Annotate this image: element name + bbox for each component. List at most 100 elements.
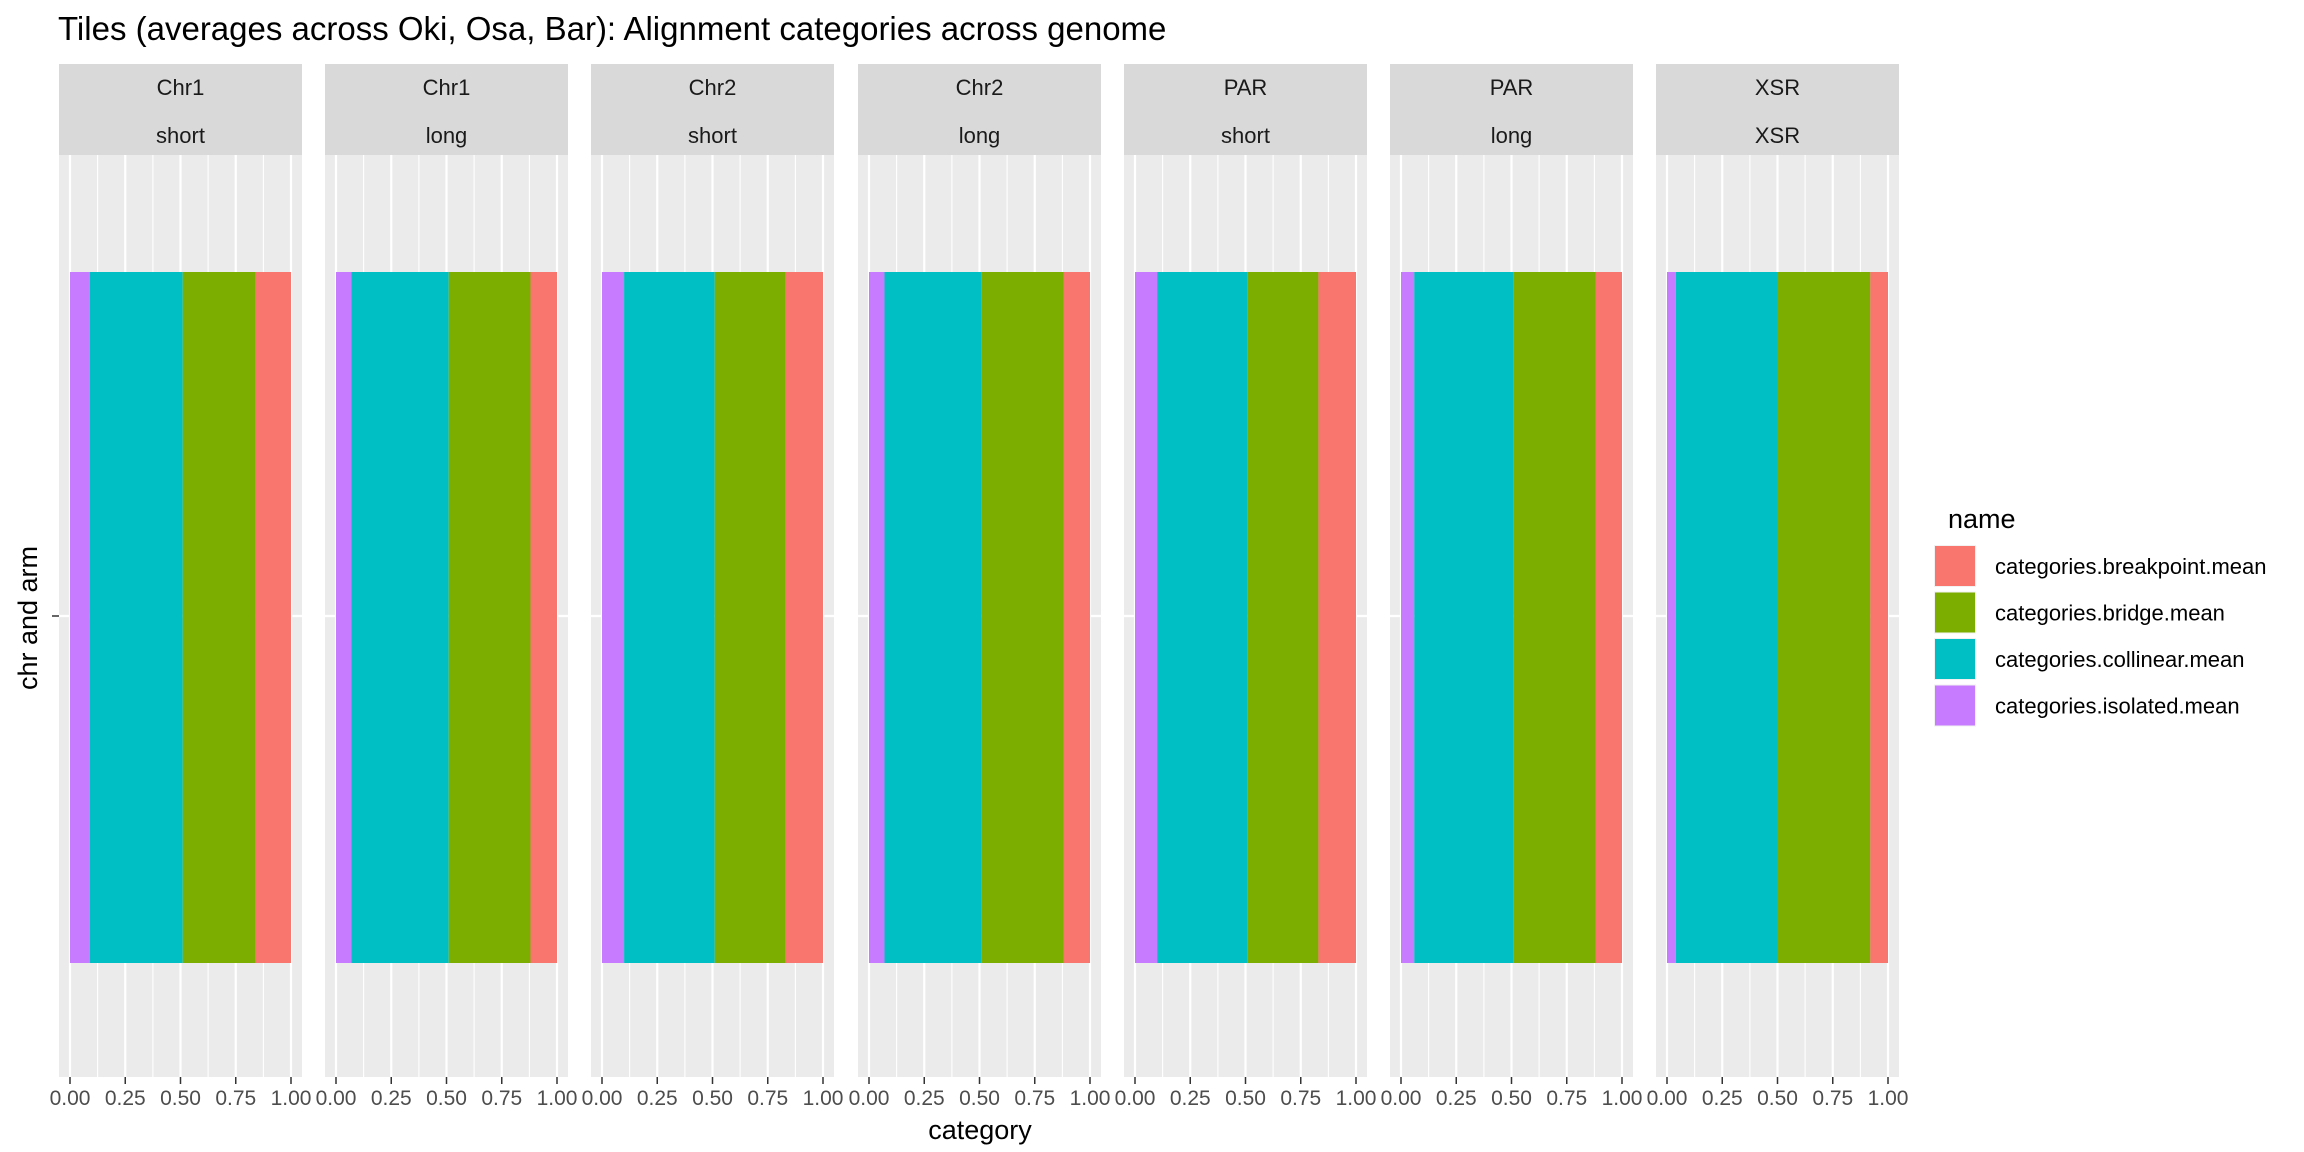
- facet-strip: [325, 64, 568, 155]
- bar-segment: [1675, 272, 1778, 963]
- x-tick-label: 0.25: [371, 1087, 412, 1110]
- x-tick-label: 0.50: [426, 1087, 467, 1110]
- bar-segment: [981, 272, 1064, 963]
- legend-label: categories.bridge.mean: [1995, 601, 2225, 626]
- x-tick-label: 0.75: [1812, 1087, 1853, 1110]
- chart-title: Tiles (averages across Oki, Osa, Bar): A…: [58, 10, 1166, 47]
- x-tick-label: 1.00: [537, 1087, 578, 1110]
- x-tick-label: 0.75: [1280, 1087, 1321, 1110]
- x-tick-label: 1.00: [1070, 1087, 1111, 1110]
- bar-segment: [89, 272, 183, 963]
- facet-strip-chr: Chr1: [157, 75, 205, 100]
- facet-strip: [591, 64, 834, 155]
- facet-strip-arm: long: [426, 123, 468, 148]
- legend-entry: categories.breakpoint.mean: [1934, 545, 2267, 587]
- bar-segment: [1513, 272, 1596, 963]
- facet-panel: PAR short 0.00 0.25 0.50 0.75 1.00: [1115, 64, 1377, 1110]
- bar-segment: [714, 272, 786, 963]
- x-tick-label: 0.00: [1381, 1087, 1422, 1110]
- facet-strip: [59, 64, 302, 155]
- x-axis-title: category: [928, 1115, 1032, 1145]
- bar-segment: [1401, 272, 1415, 963]
- x-tick-label: 1.00: [1868, 1087, 1909, 1110]
- facet-panel: PAR long 0.00 0.25 0.50 0.75 1.00: [1381, 64, 1643, 1110]
- x-tick-label: 0.25: [105, 1087, 146, 1110]
- bar-segment: [1318, 272, 1356, 963]
- bar-segment: [624, 272, 715, 963]
- x-tick-label: 1.00: [1602, 1087, 1643, 1110]
- facet-panel: Chr1 short 0.00 0.25 0.50 0.75 1.00: [50, 64, 311, 1110]
- facet-panel: XSR XSR 0.00 0.25 0.50 0.75 1.00: [1647, 64, 1909, 1110]
- legend-label: categories.isolated.mean: [1995, 694, 2240, 719]
- x-tick-label: 1.00: [803, 1087, 844, 1110]
- facet-panel: Chr2 long 0.00 0.25 0.50 0.75 1.00: [849, 64, 1111, 1110]
- x-tick-label: 0.50: [1757, 1087, 1798, 1110]
- x-tick-label: 0.75: [1546, 1087, 1587, 1110]
- legend-entry: categories.isolated.mean: [1934, 684, 2240, 727]
- x-tick-label: 0.75: [481, 1087, 522, 1110]
- facet-strip: [1124, 64, 1367, 155]
- x-tick-label: 0.25: [1436, 1087, 1477, 1110]
- x-tick-label: 0.00: [582, 1087, 623, 1110]
- legend-swatch: [1935, 592, 1975, 633]
- x-tick-label: 0.00: [1647, 1087, 1688, 1110]
- x-tick-label: 0.25: [904, 1087, 945, 1110]
- x-tick-label: 0.50: [692, 1087, 733, 1110]
- x-tick-label: 0.75: [1014, 1087, 1055, 1110]
- bar-segment: [1777, 272, 1871, 963]
- x-tick-label: 0.00: [1115, 1087, 1156, 1110]
- bar-segment: [1247, 272, 1319, 963]
- x-tick-label: 0.00: [316, 1087, 357, 1110]
- x-tick-label: 0.00: [849, 1087, 890, 1110]
- bar-segment: [1135, 272, 1158, 963]
- bar-segment: [255, 272, 291, 963]
- legend-swatch: [1935, 639, 1975, 679]
- bar-segment: [785, 272, 823, 963]
- facet-strip-arm: long: [959, 123, 1001, 148]
- facet-strip: [1656, 64, 1899, 155]
- legend-entry: categories.collinear.mean: [1934, 638, 2244, 680]
- facet-panels: Chr1 short 0.00 0.25 0.50 0.75 1.00 Chr1 long 0.0…: [50, 64, 1909, 1110]
- facet-strip-arm: short: [1221, 123, 1270, 148]
- legend-swatch: [1935, 546, 1975, 586]
- facet-strip-arm: short: [156, 123, 205, 148]
- x-tick-label: 0.50: [160, 1087, 201, 1110]
- x-tick-label: 0.50: [1225, 1087, 1266, 1110]
- legend-label: categories.collinear.mean: [1995, 647, 2244, 672]
- x-tick-label: 1.00: [1336, 1087, 1377, 1110]
- bar-segment: [351, 272, 449, 963]
- facet-strip: [1390, 64, 1633, 155]
- facet-strip-chr: Chr2: [689, 75, 737, 100]
- bar-segment: [602, 272, 625, 963]
- facet-strip-arm: long: [1491, 123, 1533, 148]
- legend-title: name: [1948, 504, 2016, 534]
- legend: name categories.breakpoint.mean categorie…: [1934, 504, 2267, 727]
- x-tick-label: 0.25: [637, 1087, 678, 1110]
- legend-entry: categories.bridge.mean: [1934, 591, 2225, 634]
- facet-strip-chr: PAR: [1490, 75, 1534, 100]
- bar-segment: [336, 272, 352, 963]
- facet-strip-arm: XSR: [1755, 123, 1800, 148]
- facet-panel: Chr1 long 0.00 0.25 0.50 0.75 1.00: [316, 64, 578, 1110]
- facet-strip: [858, 64, 1101, 155]
- facet-strip-chr: Chr2: [956, 75, 1004, 100]
- bar-segment: [1667, 272, 1676, 963]
- x-tick-label: 0.00: [50, 1087, 91, 1110]
- bar-segment: [869, 272, 885, 963]
- x-tick-label: 0.25: [1702, 1087, 1743, 1110]
- bar-segment: [530, 272, 557, 963]
- bar-segment: [448, 272, 531, 963]
- facet-strip-chr: XSR: [1755, 75, 1800, 100]
- x-tick-label: 0.50: [1491, 1087, 1532, 1110]
- bar-segment: [1414, 272, 1514, 963]
- bar-segment: [1063, 272, 1090, 963]
- bar-segment: [1157, 272, 1248, 963]
- bar-segment: [70, 272, 90, 963]
- bar-segment: [1870, 272, 1888, 963]
- legend-swatch: [1935, 685, 1975, 726]
- facet-strip-chr: Chr1: [423, 75, 471, 100]
- x-tick-label: 0.50: [959, 1087, 1000, 1110]
- facet-strip-chr: PAR: [1224, 75, 1268, 100]
- x-tick-label: 0.25: [1170, 1087, 1211, 1110]
